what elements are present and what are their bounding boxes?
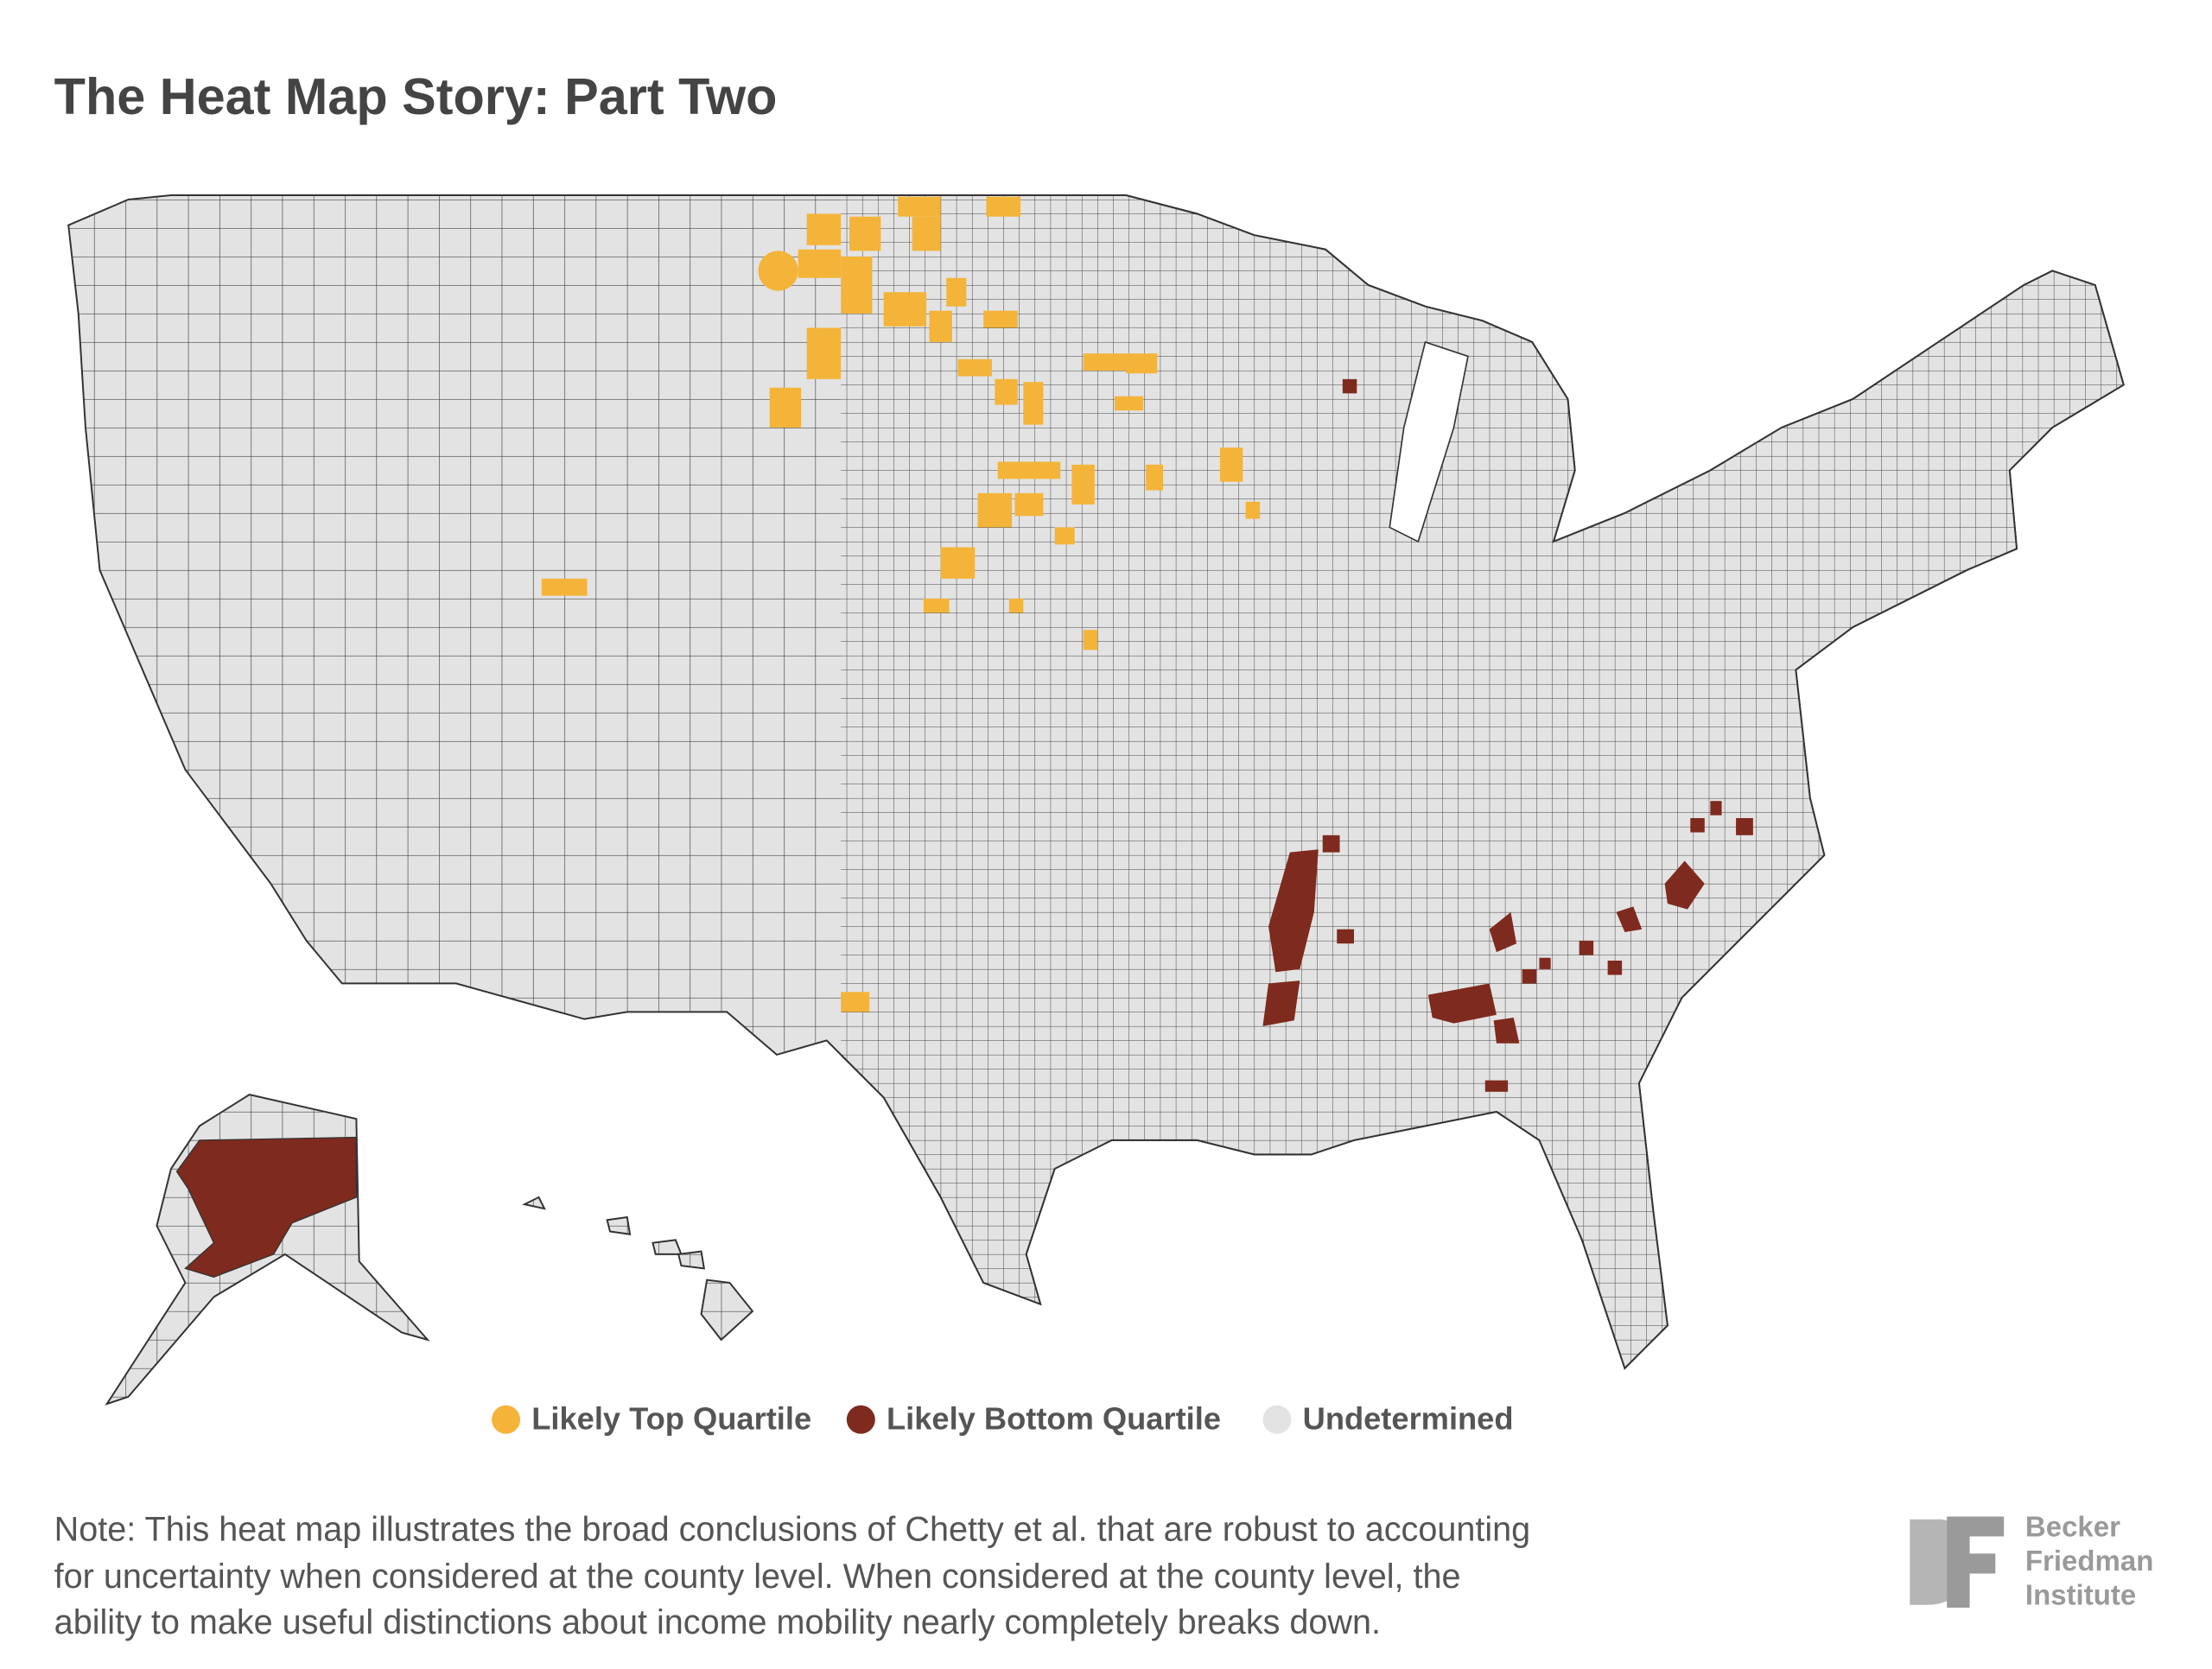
legend-swatch <box>492 1405 521 1434</box>
legend-label: Likely Top Quartile <box>531 1401 811 1437</box>
county <box>912 216 941 251</box>
county <box>1322 834 1340 853</box>
county <box>1337 929 1355 944</box>
note: Note: This heat map illustrates the broa… <box>54 1511 1530 1641</box>
county <box>841 992 870 1012</box>
island <box>652 1239 683 1255</box>
county <box>929 310 952 342</box>
county <box>1146 464 1163 491</box>
lake-michigan <box>1389 340 1469 543</box>
county <box>1114 396 1143 411</box>
county <box>1690 818 1705 833</box>
county <box>995 378 1018 405</box>
logo-text: Becker <box>2025 1511 2120 1543</box>
alaska-bottom-quartile <box>175 1136 358 1278</box>
county <box>1083 630 1098 650</box>
county <box>997 461 1061 479</box>
legend-label: Likely Bottom Quartile <box>887 1401 1221 1437</box>
legend-label: Undetermined <box>1303 1401 1514 1437</box>
legend-swatch <box>1262 1405 1292 1434</box>
top-quartile-areas <box>541 196 1261 1012</box>
county <box>923 598 950 613</box>
county <box>1126 353 1158 374</box>
county <box>1219 447 1243 482</box>
county <box>1522 968 1537 984</box>
county <box>1342 378 1357 394</box>
county <box>769 387 802 428</box>
hawaii <box>522 1196 754 1342</box>
county <box>883 292 927 327</box>
logo-text: Friedman <box>2025 1545 2153 1577</box>
county <box>806 327 842 379</box>
island <box>700 1279 754 1342</box>
legend: Likely Top Quartile Likely Bottom Quartil… <box>492 1401 1514 1437</box>
county <box>1484 1080 1509 1092</box>
island <box>606 1215 632 1235</box>
legend-swatch <box>846 1405 875 1434</box>
county <box>1493 1018 1520 1044</box>
county <box>758 251 798 291</box>
logo-text: Institute <box>2025 1579 2136 1611</box>
county <box>946 277 967 307</box>
county <box>1539 957 1551 969</box>
county <box>1710 801 1722 815</box>
county <box>940 547 976 579</box>
logo: Becker Friedman Institute <box>1910 1511 2153 1611</box>
county <box>983 310 1018 328</box>
county <box>1083 353 1127 371</box>
county <box>1245 501 1261 519</box>
county <box>1664 860 1705 910</box>
logo-mark-f <box>1947 1516 2005 1609</box>
county <box>1579 940 1594 955</box>
county <box>1736 818 1753 835</box>
county <box>957 359 993 377</box>
island <box>677 1250 706 1270</box>
county <box>1607 961 1623 975</box>
title: The Heat Map Story: Part Two <box>54 67 778 125</box>
bottom-quartile-areas <box>1262 378 1753 1092</box>
county <box>1054 527 1075 545</box>
map <box>67 194 2125 1406</box>
note-line: ability to make useful distinctions abou… <box>54 1603 1381 1641</box>
island <box>522 1196 546 1210</box>
county <box>841 256 873 314</box>
county <box>849 216 881 251</box>
county <box>1008 598 1024 613</box>
county <box>1262 980 1300 1026</box>
county <box>1023 382 1044 425</box>
note-line: for uncertainty when considered at the c… <box>54 1558 1461 1596</box>
county <box>1014 492 1044 517</box>
county <box>541 578 588 596</box>
county <box>898 196 941 217</box>
note-line: Note: This heat map illustrates the broa… <box>54 1511 1530 1549</box>
county <box>798 249 842 278</box>
county <box>977 492 1013 528</box>
county <box>1616 906 1643 933</box>
county <box>1489 911 1517 953</box>
county <box>1268 849 1319 973</box>
county <box>806 213 842 245</box>
county <box>1427 983 1497 1024</box>
county <box>986 196 1021 217</box>
county <box>1071 464 1095 505</box>
